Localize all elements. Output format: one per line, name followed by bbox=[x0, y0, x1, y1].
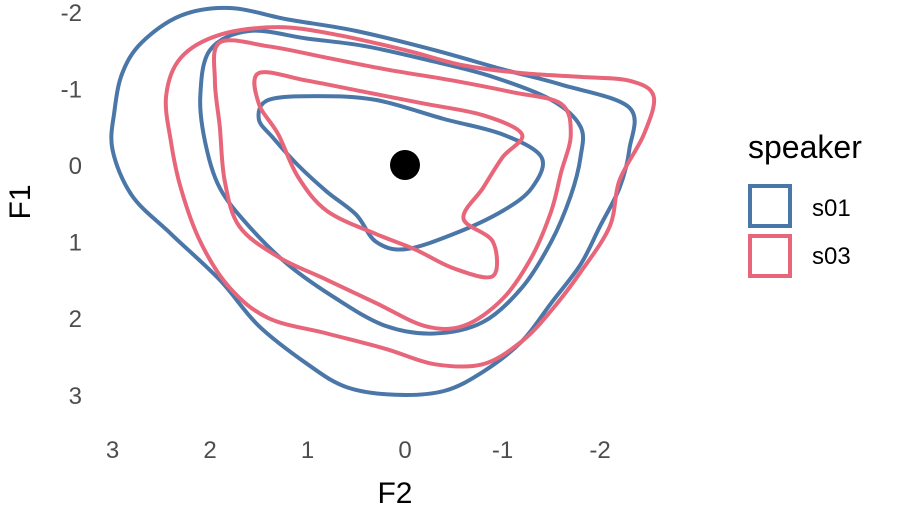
y-tick-label: 0 bbox=[69, 153, 82, 180]
center-point bbox=[390, 150, 420, 180]
y-axis-ticks: -2 -1 0 1 2 3 bbox=[61, 0, 82, 410]
legend: speaker s01 s03 bbox=[748, 129, 862, 278]
y-tick-label: -1 bbox=[61, 76, 82, 103]
y-axis-title: F1 bbox=[4, 184, 37, 219]
x-tick-label: 2 bbox=[203, 437, 216, 464]
contour-s03-level-1 bbox=[163, 25, 657, 369]
x-axis-title: F2 bbox=[377, 477, 412, 508]
x-axis-ticks: 3 2 1 0 -1 -2 bbox=[106, 437, 611, 464]
y-tick-label: 3 bbox=[69, 383, 82, 410]
plot-area bbox=[109, 5, 657, 397]
contour-s03-level-2 bbox=[211, 38, 573, 331]
contour-s03-level-3 bbox=[252, 70, 525, 280]
x-tick-label: -2 bbox=[589, 437, 610, 464]
y-tick-label: 1 bbox=[69, 230, 82, 257]
legend-key-s01 bbox=[748, 184, 792, 228]
x-tick-label: -1 bbox=[492, 437, 513, 464]
x-tick-label: 0 bbox=[398, 437, 411, 464]
legend-label-s01: s01 bbox=[812, 195, 851, 222]
contour-s01-level-1 bbox=[109, 5, 637, 397]
legend-label-s03: s03 bbox=[812, 243, 851, 270]
x-tick-label: 3 bbox=[106, 437, 119, 464]
x-tick-label: 1 bbox=[301, 437, 314, 464]
legend-key-s03 bbox=[748, 234, 792, 278]
legend-title: speaker bbox=[748, 129, 862, 165]
y-tick-label: 2 bbox=[69, 306, 82, 333]
contour-s01-level-2 bbox=[198, 28, 586, 336]
y-tick-label: -2 bbox=[61, 0, 82, 27]
